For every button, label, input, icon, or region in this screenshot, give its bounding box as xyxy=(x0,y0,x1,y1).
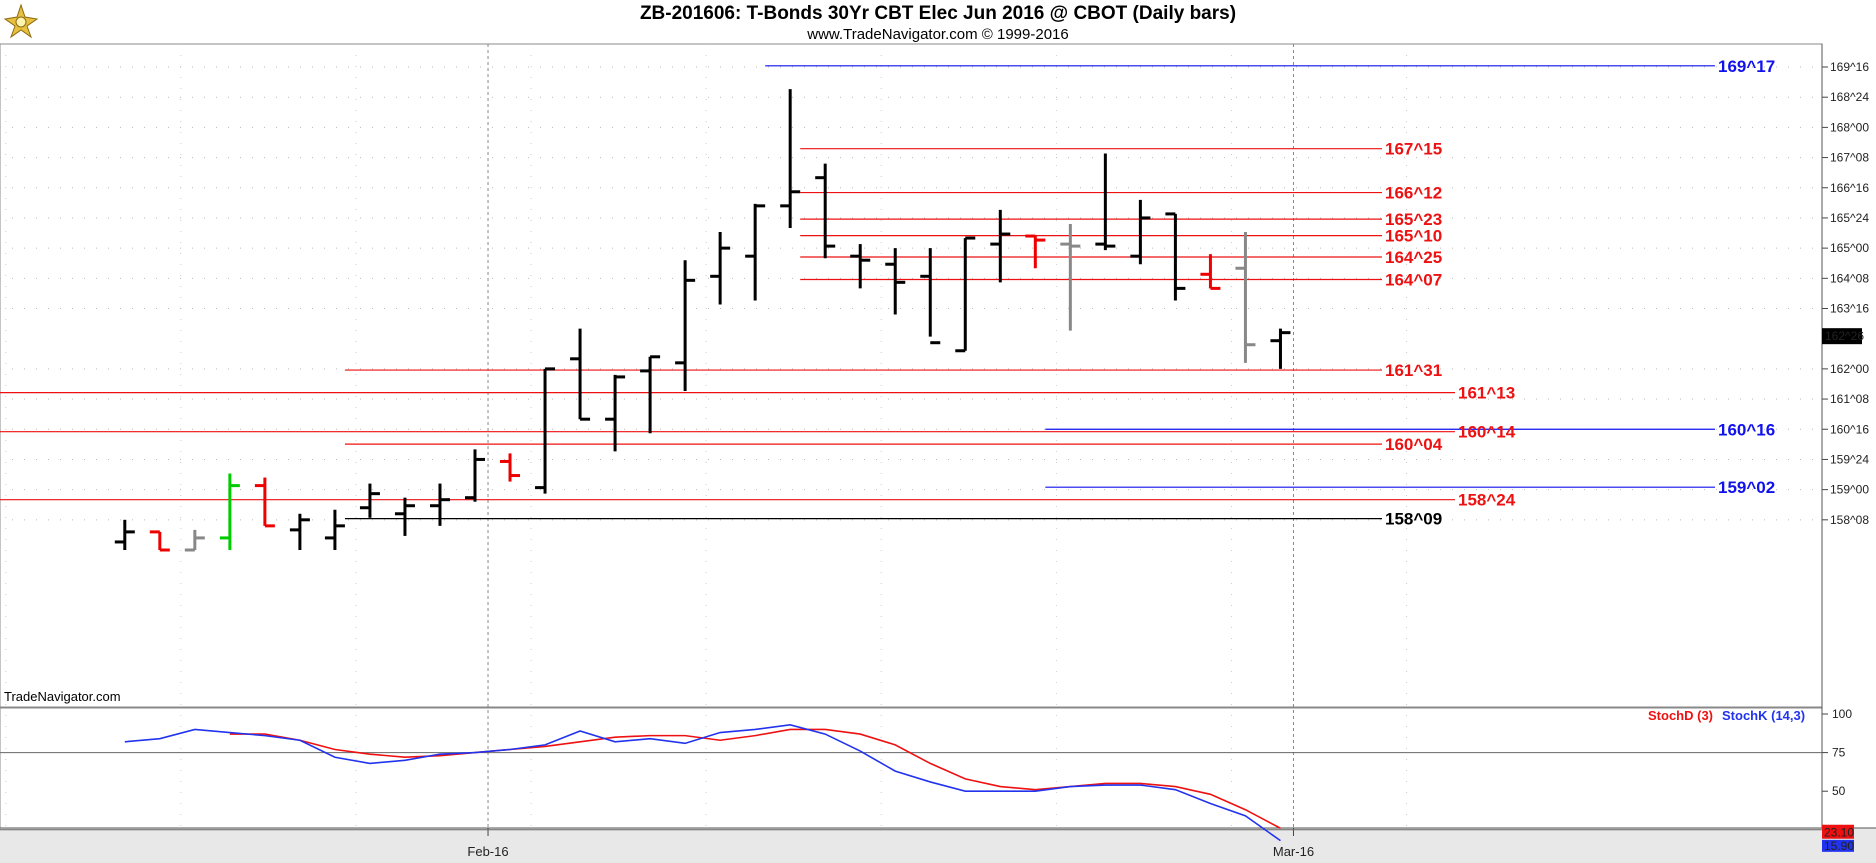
stoch-d-value: 23.10 xyxy=(1824,826,1854,840)
level-label: 166^12 xyxy=(1385,184,1442,203)
level-label: 160^16 xyxy=(1718,420,1775,439)
level-label: 161^31 xyxy=(1385,361,1442,380)
y-tick-label: 163^16 xyxy=(1830,302,1869,316)
level-label: 158^24 xyxy=(1458,491,1516,510)
chart-subtitle: www.TradeNavigator.com © 1999-2016 xyxy=(807,26,1069,43)
level-label: 169^17 xyxy=(1718,57,1775,76)
y-tick-label: 158^08 xyxy=(1830,513,1869,527)
stoch-k-value-marker xyxy=(1822,839,1854,852)
y-axis-area xyxy=(1822,44,1876,828)
stoch-legend-item: StochD (3) xyxy=(1648,708,1713,723)
level-label: 158^09 xyxy=(1385,510,1442,529)
level-label: 167^15 xyxy=(1385,140,1442,159)
date-tick-label: Mar-16 xyxy=(1273,844,1314,859)
stoch-line xyxy=(229,728,1281,829)
y-tick-label: 165^00 xyxy=(1830,241,1869,255)
y-tick-label: 159^00 xyxy=(1830,483,1869,497)
stoch-d-value-marker xyxy=(1822,824,1854,839)
y-tick-label: 168^24 xyxy=(1830,90,1869,104)
stoch-legend-item: StochK (14,3) xyxy=(1722,708,1805,723)
y-tick-label: 160^16 xyxy=(1830,422,1869,436)
chart-title: ZB-201606: T-Bonds 30Yr CBT Elec Jun 201… xyxy=(639,3,1237,24)
level-label: 160^04 xyxy=(1385,435,1443,454)
date-axis-area xyxy=(0,828,1876,863)
level-label: 161^13 xyxy=(1458,384,1515,403)
stoch-tick-label: 75 xyxy=(1832,746,1846,760)
y-tick-label: 165^24 xyxy=(1830,211,1869,225)
level-label: 159^02 xyxy=(1718,478,1775,497)
y-tick-label: 162^00 xyxy=(1830,362,1869,376)
stoch-line xyxy=(124,723,1281,842)
y-tick-label: 161^08 xyxy=(1830,392,1869,406)
level-label: 165^10 xyxy=(1385,227,1442,246)
last-price-label: 162^26 xyxy=(1825,329,1864,343)
y-tick-label: 167^08 xyxy=(1830,151,1869,165)
chart-header: ZB-201606: T-Bonds 30Yr CBT Elec Jun 201… xyxy=(0,0,1876,44)
stoch-k-value: 15.90 xyxy=(1824,839,1854,853)
level-label: 164^07 xyxy=(1385,271,1442,290)
level-label: 160^14 xyxy=(1458,423,1516,442)
tradenavigator-logo-icon xyxy=(3,3,39,39)
y-tick-label: 166^16 xyxy=(1830,181,1869,195)
stochastic-panel xyxy=(0,707,1823,829)
y-tick-label: 168^00 xyxy=(1830,120,1869,134)
y-tick-label: 159^24 xyxy=(1830,452,1869,466)
stoch-tick-label: 100 xyxy=(1832,707,1852,721)
stoch-tick-label: 50 xyxy=(1832,784,1846,798)
last-price-marker xyxy=(1822,328,1862,345)
y-tick-label: 169^16 xyxy=(1830,60,1869,74)
y-tick-label: 164^08 xyxy=(1830,271,1869,285)
date-tick-label: Feb-16 xyxy=(467,844,508,859)
level-label: 165^23 xyxy=(1385,210,1442,229)
watermark: TradeNavigator.com xyxy=(4,689,121,704)
price-panel xyxy=(0,43,1823,708)
level-label: 164^25 xyxy=(1385,248,1442,267)
